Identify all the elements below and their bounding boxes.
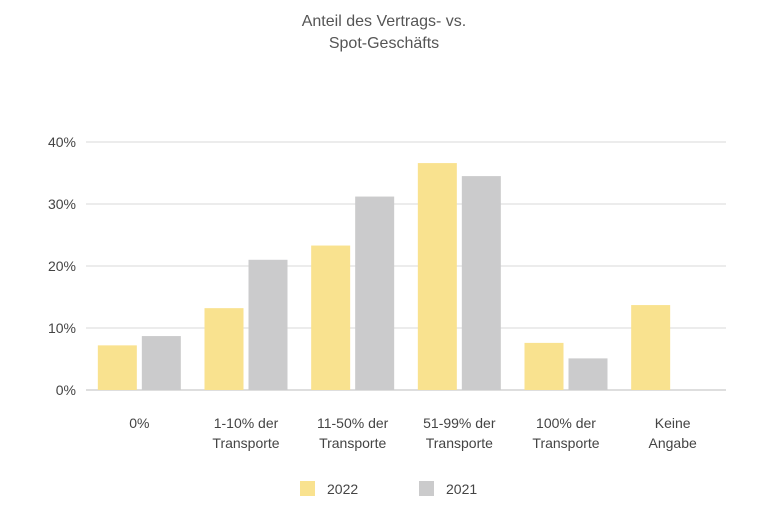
y-tick-label: 0% [56, 382, 76, 398]
y-tick-label: 10% [48, 320, 76, 336]
gridlines [86, 141, 726, 391]
bar-2022-2 [311, 245, 351, 390]
x-category-label: 100% der [536, 415, 596, 431]
y-axis-ticks: 0% 10% 20% 30% 40% [48, 134, 76, 398]
x-category-label: Transporte [319, 435, 386, 451]
bar-2021-4 [568, 358, 608, 390]
legend: 2022 2021 [300, 481, 477, 497]
legend-swatch-2022 [300, 481, 315, 496]
chart-title-line: Anteil des Vertrags- vs. [302, 13, 467, 30]
bar-2021-3 [461, 176, 501, 390]
x-category-label: Keine [655, 415, 691, 431]
y-tick-label: 40% [48, 134, 76, 150]
x-category-label: Transporte [212, 435, 279, 451]
x-axis-categories: 0% 1-10% der Transporte 11-50% der Transport… [129, 415, 697, 451]
legend-swatch-2021 [419, 481, 434, 496]
bar-2022-0 [97, 345, 137, 390]
y-tick-label: 30% [48, 196, 76, 212]
bar-2021-2 [355, 196, 395, 390]
bar-2021-1 [248, 259, 288, 390]
bar-2021-0 [141, 336, 181, 390]
bars [97, 163, 671, 390]
legend-label-2022: 2022 [327, 481, 358, 497]
legend-label-2021: 2021 [446, 481, 477, 497]
chart-title-line: Spot-Geschäfts [329, 35, 439, 52]
x-category-label: 51-99% der [423, 415, 496, 431]
chart-title: Anteil des Vertrags- vs. Spot-Geschäfts [302, 13, 467, 52]
y-tick-label: 20% [48, 258, 76, 274]
x-category-label: Transporte [532, 435, 599, 451]
x-category-label: 0% [129, 415, 149, 431]
x-category-label: 1-10% der [214, 415, 279, 431]
bar-2022-3 [417, 163, 457, 390]
bar-2022-1 [204, 308, 244, 390]
bar-2022-5 [631, 305, 671, 390]
x-category-label: 11-50% der [317, 415, 389, 431]
x-category-label: Transporte [426, 435, 493, 451]
x-category-label: Angabe [649, 435, 697, 451]
bar-2022-4 [524, 342, 564, 390]
